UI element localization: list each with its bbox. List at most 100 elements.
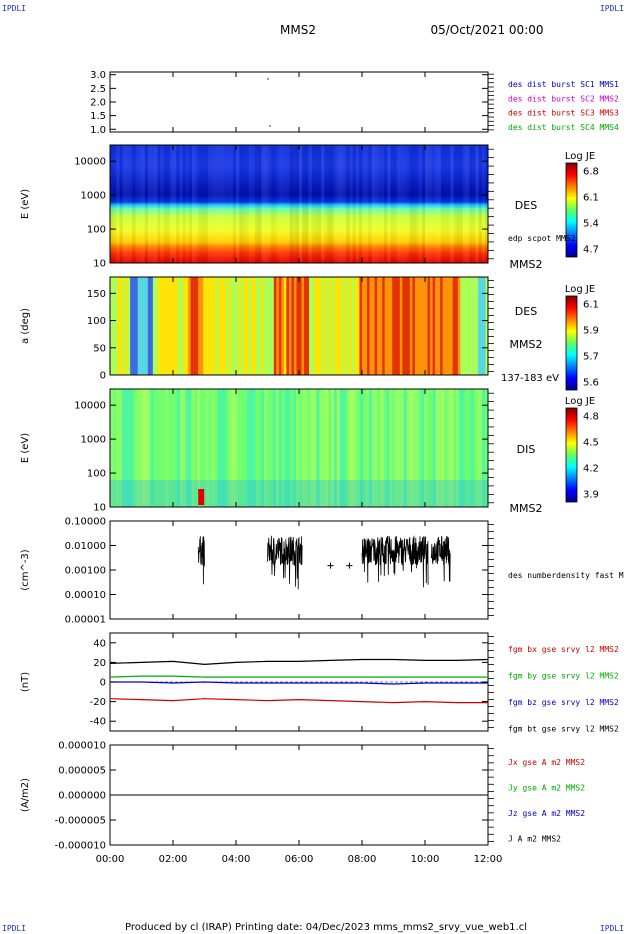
dis-energy-stripe [217,389,221,507]
dis-energy-stripe [392,389,396,507]
des-energy-stripe [349,145,353,263]
des-energy-stripe [150,145,155,263]
dis-energy-stripe [374,389,378,507]
pitch-angle-stripe [248,277,252,375]
dis-red-spot [198,489,205,505]
dis-energy-stripe [301,389,306,507]
pitch-angle-stripe [125,277,128,375]
des-energy-stripe [195,145,199,263]
pitch-angle-stripe [291,277,295,375]
dis-energy-stripe [269,389,274,507]
des-energy-stripe [204,145,208,263]
y-tick-label: 100 [87,469,106,480]
pitch-angle-stripe [147,277,151,375]
y-tick-label: 10000 [74,401,106,412]
x-tick-label: 08:00 [348,854,377,865]
des-energy-stripe [478,145,482,263]
y-tick-label: 0.000010 [58,741,106,752]
pitch-angle-stripe [452,277,456,375]
legend-entry: Jy gse A m2 MMS2 [508,784,585,793]
y-tick-label: 0.00100 [65,566,106,577]
dis-energy-stripe [354,389,358,507]
des-energy-stripe [245,145,248,263]
des-energy-stripe [132,145,136,263]
spacecraft-label: MMS2 [510,338,543,351]
des-energy-stripe [254,145,259,263]
pitch-angle-stripe [359,277,363,375]
legend-entry: fgm bt gse srvy l2 MMS2 [508,725,619,734]
dis-energy-stripe [278,389,282,507]
pitch-angle-stripe [115,277,118,375]
des-energy-stripe [239,145,243,263]
y-tick-label: 20 [93,658,106,669]
pitch-angle-stripe [241,277,244,375]
pitch-angle-stripe [445,277,448,375]
dis-energy-stripe [258,389,262,507]
y-tick-label: 1000 [81,191,106,202]
dis-energy-stripe [211,389,215,507]
figure-date: 05/Oct/2021 00:00 [430,23,543,37]
dis-energy-stripe [415,389,419,507]
pitch-angle-stripe [296,277,300,375]
density-point [346,562,353,569]
des-energy-stripe [223,145,227,263]
bfield-series-line [110,681,488,685]
pitch-angle-stripe [447,277,451,375]
pitch-angle-stripe [442,277,446,375]
dis-energy-stripe [156,389,160,507]
des-energy-stripe [292,145,297,263]
dis-energy-stripe [479,389,483,507]
bfield-series-line [109,675,488,678]
des-energy-stripe [469,145,473,263]
density-trace [430,536,451,582]
y-axis-title: a (deg) [20,308,31,344]
dis-energy-stripe [473,389,477,507]
des-energy-stripe [317,145,322,263]
des-energy-stripe [484,145,489,263]
dis-energy-stripe [293,389,297,507]
colorbar-tick-label: 4.5 [583,438,599,449]
pitch-angle-stripe [238,277,242,375]
dis-energy-stripe [304,389,308,507]
corner-label-br: IPDLI [599,924,624,933]
dis-energy-stripe [118,389,122,507]
des-energy-stripe [330,145,334,263]
dis-energy-stripe [159,389,163,507]
pitch-angle-stripe [349,277,353,375]
dis-energy-stripe [310,389,314,507]
dis-energy-stripe [450,389,454,507]
pitch-angle-stripe [193,277,196,375]
pitch-angle-stripe [110,277,113,375]
pitch-angle-stripe [334,277,337,375]
instrument-label: DES [515,199,537,212]
pitch-angle-stripe [432,277,436,375]
pitch-angle-stripe [356,277,360,375]
pitch-angle-stripe [369,277,373,375]
des-energy-stripe [441,145,444,263]
pitch-angle-stripe [293,277,297,375]
des-energy-stripe [128,145,133,263]
dis-energy-stripe [394,389,399,507]
dis-energy-stripe [403,389,407,507]
y-axis-title: E (eV) [20,433,31,463]
dis-energy-stripe [339,389,343,507]
des-energy-stripe [122,145,126,263]
des-energy-stripe [327,145,331,263]
dis-energy-stripe [235,389,239,507]
pitch-angle-stripe [173,277,176,375]
des-energy-stripe [406,145,409,263]
dis-energy-stripe [246,389,250,507]
dis-energy-stripe [345,389,349,507]
legend-entry: fgm by gse srvy l2 MMS2 [508,672,619,681]
pitch-angle-stripe [162,277,166,375]
dis-energy-stripe [287,389,291,507]
x-tick-label: 06:00 [285,854,314,865]
des-energy-stripe [141,145,145,263]
pitch-angle-stripe [462,277,466,375]
pitch-angle-stripe [167,277,171,375]
pitch-angle-stripe [243,277,247,375]
des-energy-stripe [295,145,300,263]
pitch-angle-stripe [450,277,453,375]
des-energy-stripe [358,145,363,263]
panel-burst-frame [109,71,489,133]
